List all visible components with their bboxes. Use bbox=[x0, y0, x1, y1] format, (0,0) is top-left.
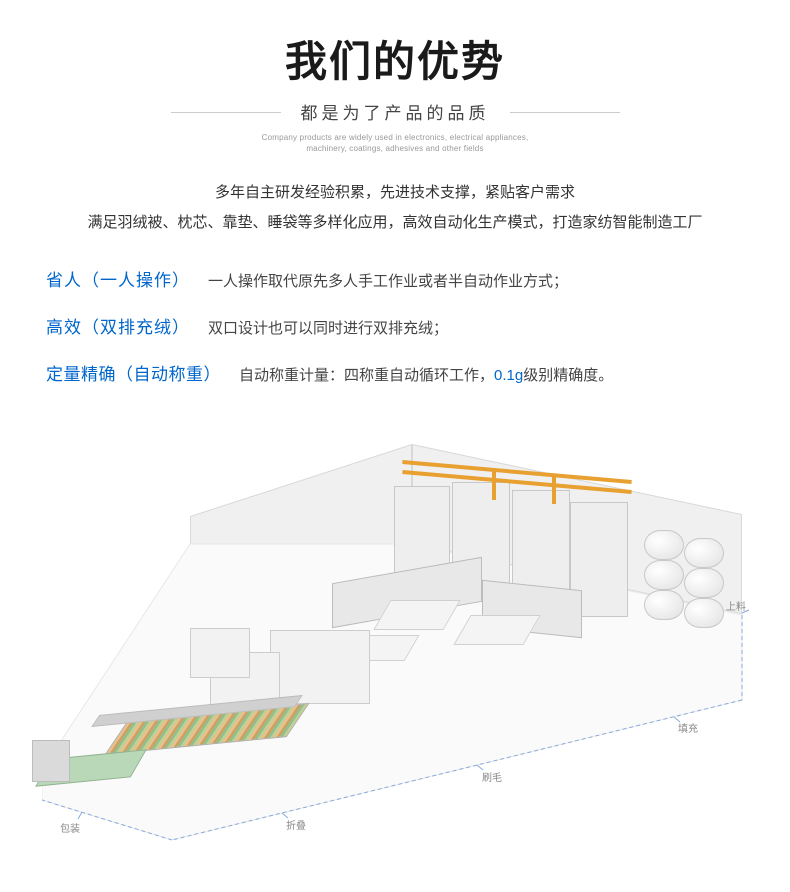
feature-row: 定量精确（自动称重） 自动称重计量：四称重自动循环工作，0.1g级别精确度。 bbox=[46, 360, 744, 385]
diagram-label-brush: 刷毛 bbox=[482, 769, 502, 784]
feature-desc: 双口设计也可以同时进行双排充绒； bbox=[208, 317, 448, 338]
diagram-label-feed: 上料 bbox=[726, 598, 746, 613]
feature-row: 省人（一人操作） 一人操作取代原先多人手工作业或者半自动作业方式； bbox=[46, 266, 744, 291]
feature-label-precise: 定量精确（自动称重） bbox=[46, 360, 221, 385]
feature-label-saveperson: 省人（一人操作） bbox=[46, 266, 190, 291]
intro-line2: 满足羽绒被、枕芯、靠垫、睡袋等多样化应用，高效自动化生产模式，打造家纺智能制造工… bbox=[0, 208, 790, 238]
diagram-axes bbox=[42, 440, 752, 860]
factory-diagram: 上料 填充 刷毛 折叠 包装 bbox=[0, 440, 790, 870]
diagram-label-fold: 折叠 bbox=[286, 817, 306, 832]
diagram-label-fill: 填充 bbox=[678, 720, 698, 735]
features-list: 省人（一人操作） 一人操作取代原先多人手工作业或者半自动作业方式； 高效（双排充… bbox=[0, 266, 790, 385]
feature-desc-pre: 自动称重计量：四称重自动循环工作， bbox=[239, 367, 494, 384]
feature-label-efficient: 高效（双排充绒） bbox=[46, 313, 190, 338]
english-caption-line1: Company products are widely used in elec… bbox=[0, 132, 790, 143]
feature-desc-highlight: 0.1g bbox=[494, 367, 523, 384]
feature-row: 高效（双排充绒） 双口设计也可以同时进行双排充绒； bbox=[46, 313, 744, 338]
page-subtitle: 都是为了产品的品质 bbox=[301, 99, 490, 124]
feature-desc: 一人操作取代原先多人手工作业或者半自动作业方式； bbox=[208, 270, 568, 291]
diagram-label-pack: 包装 bbox=[60, 820, 80, 835]
factory-diagram-canvas: 上料 填充 刷毛 折叠 包装 bbox=[42, 440, 752, 840]
english-caption: Company products are widely used in elec… bbox=[0, 132, 790, 154]
page-title: 我们的优势 bbox=[0, 28, 790, 89]
intro-block: 多年自主研发经验积累，先进技术支撑，紧贴客户需求 满足羽绒被、枕芯、靠垫、睡袋等… bbox=[0, 178, 790, 238]
feature-desc: 自动称重计量：四称重自动循环工作，0.1g级别精确度。 bbox=[239, 364, 613, 385]
english-caption-line2: machinery, coatings, adhesives and other… bbox=[0, 143, 790, 154]
intro-line1: 多年自主研发经验积累，先进技术支撑，紧贴客户需求 bbox=[0, 178, 790, 208]
feature-desc-post: 级别精确度。 bbox=[523, 367, 613, 384]
